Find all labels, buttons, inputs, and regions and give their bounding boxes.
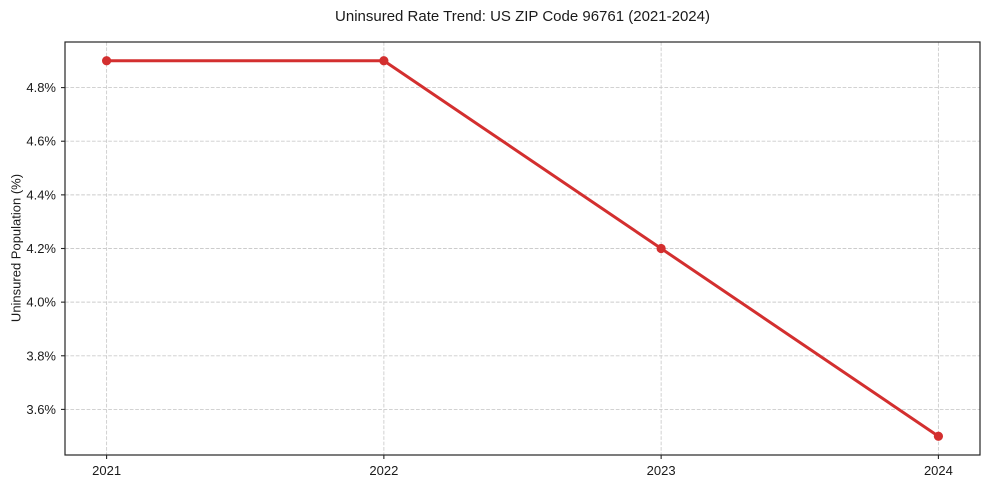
y-tick-label: 3.6% [26, 402, 56, 417]
y-tick-label: 4.4% [26, 187, 56, 202]
data-point-marker [933, 431, 944, 441]
x-tick-label: 2022 [369, 463, 398, 478]
x-tick-label: 2021 [92, 463, 121, 478]
y-tick-label: 3.8% [26, 348, 56, 363]
x-tick-label: 2024 [924, 463, 953, 478]
chart-title: Uninsured Rate Trend: US ZIP Code 96761 … [335, 8, 710, 25]
y-tick-label: 4.8% [26, 80, 56, 95]
x-tick-label: 2023 [647, 463, 676, 478]
y-tick-label: 4.2% [26, 241, 56, 256]
y-tick-label: 4.6% [26, 134, 56, 149]
y-tick-label: 4.0% [26, 295, 56, 310]
data-point-marker [656, 243, 666, 254]
trend-line [106, 59, 940, 438]
data-point-marker [101, 56, 112, 66]
data-point-marker [379, 56, 389, 66]
